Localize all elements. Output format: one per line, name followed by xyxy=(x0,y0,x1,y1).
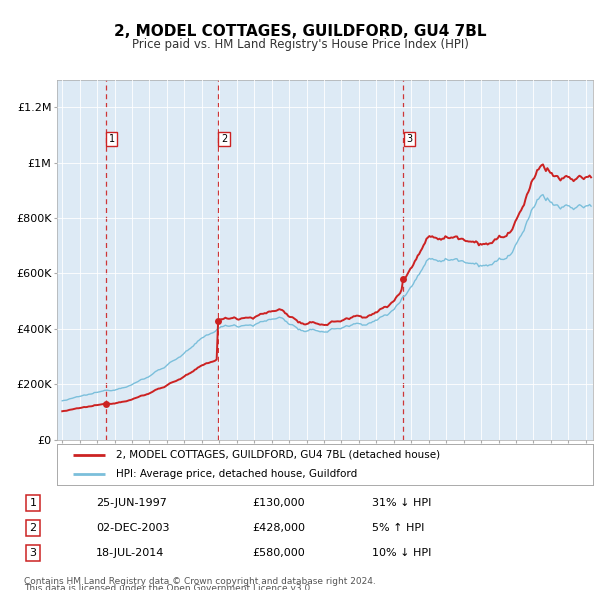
Text: £130,000: £130,000 xyxy=(252,499,305,508)
Text: 02-DEC-2003: 02-DEC-2003 xyxy=(96,523,170,533)
Text: 10% ↓ HPI: 10% ↓ HPI xyxy=(372,548,431,558)
Text: Price paid vs. HM Land Registry's House Price Index (HPI): Price paid vs. HM Land Registry's House … xyxy=(131,38,469,51)
Text: 3: 3 xyxy=(29,548,37,558)
Text: 2: 2 xyxy=(221,134,227,144)
Text: 31% ↓ HPI: 31% ↓ HPI xyxy=(372,499,431,508)
Point xyxy=(213,316,223,326)
Text: 18-JUL-2014: 18-JUL-2014 xyxy=(96,548,164,558)
Text: HPI: Average price, detached house, Guildford: HPI: Average price, detached house, Guil… xyxy=(116,469,357,479)
Text: 2, MODEL COTTAGES, GUILDFORD, GU4 7BL: 2, MODEL COTTAGES, GUILDFORD, GU4 7BL xyxy=(114,24,486,38)
Text: 25-JUN-1997: 25-JUN-1997 xyxy=(96,499,167,508)
Point xyxy=(398,274,408,284)
Text: 5% ↑ HPI: 5% ↑ HPI xyxy=(372,523,424,533)
Point xyxy=(101,399,110,408)
Text: Contains HM Land Registry data © Crown copyright and database right 2024.: Contains HM Land Registry data © Crown c… xyxy=(24,577,376,586)
Text: This data is licensed under the Open Government Licence v3.0.: This data is licensed under the Open Gov… xyxy=(24,584,313,590)
Text: £580,000: £580,000 xyxy=(252,548,305,558)
Text: 2, MODEL COTTAGES, GUILDFORD, GU4 7BL (detached house): 2, MODEL COTTAGES, GUILDFORD, GU4 7BL (d… xyxy=(116,450,440,460)
Text: 3: 3 xyxy=(406,134,412,144)
Text: 1: 1 xyxy=(29,499,37,508)
Text: £428,000: £428,000 xyxy=(252,523,305,533)
Text: 1: 1 xyxy=(109,134,115,144)
Text: 2: 2 xyxy=(29,523,37,533)
